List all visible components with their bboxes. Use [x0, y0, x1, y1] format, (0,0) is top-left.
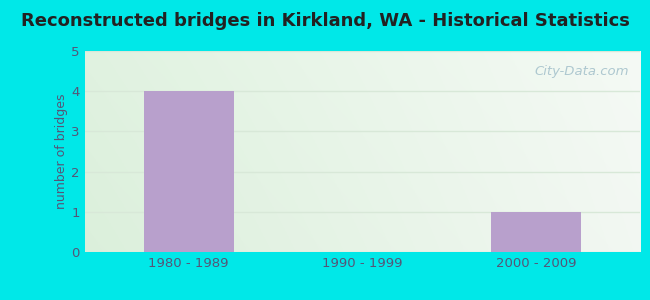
Bar — [491, 212, 581, 252]
Bar — [144, 91, 234, 252]
Text: Reconstructed bridges in Kirkland, WA - Historical Statistics: Reconstructed bridges in Kirkland, WA - … — [21, 12, 629, 30]
Y-axis label: number of bridges: number of bridges — [55, 94, 68, 209]
Text: City-Data.com: City-Data.com — [535, 65, 629, 78]
